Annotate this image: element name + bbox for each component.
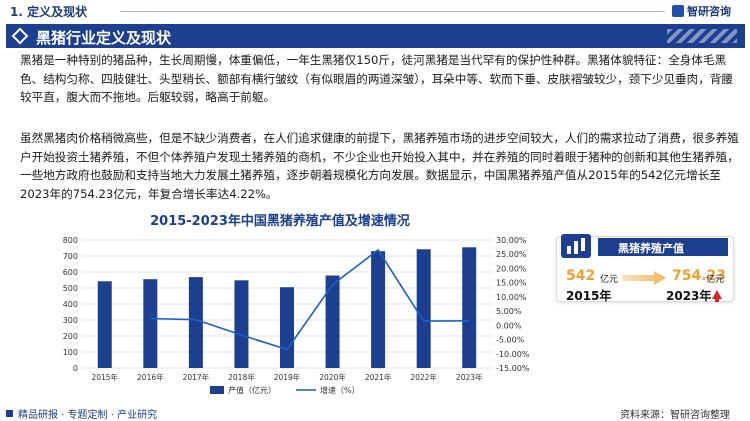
bar	[462, 247, 477, 368]
company-logo: 智研咨询	[672, 3, 731, 19]
growth-line	[150, 248, 470, 351]
y-right-tick-label: 10.00%	[496, 293, 527, 302]
bar	[234, 280, 249, 368]
y-left-tick-label: 0	[73, 364, 78, 373]
banner-title: 黑猪行业定义及现状	[36, 29, 172, 47]
x-tick-label: 2015年	[91, 372, 118, 382]
start-value: 542	[566, 268, 596, 284]
x-tick-label: 2022年	[410, 372, 437, 382]
bar	[416, 249, 431, 368]
x-tick-label: 2020年	[319, 372, 346, 382]
x-tick-label: 2021年	[365, 372, 392, 382]
bar	[371, 251, 386, 368]
footer-tagline: 精品研报 · 专题定制 · 产业研究	[18, 410, 158, 421]
y-right-tick-label: -15.00%	[496, 364, 530, 373]
end-value: 754.23	[672, 268, 727, 284]
x-tick-label: 2023年	[456, 372, 483, 382]
output-growth-chart: 0 100 200 300 400 500 600 700 800 -15.00% -10.00% -…	[63, 236, 530, 395]
stripe-decoration	[667, 29, 737, 43]
y-left-tick-label: 800	[63, 236, 78, 245]
growth-arrow-icon	[622, 271, 666, 285]
footer: 精品研报 · 专题定制 · 产业研究 资料来源：智研咨询整理	[0, 404, 750, 421]
end-year: 2023年	[666, 289, 712, 303]
logo-text: 智研咨询	[687, 5, 731, 18]
end-unit: 亿元	[706, 275, 725, 285]
bar	[188, 277, 203, 368]
bar	[280, 287, 294, 368]
x-tick-label: 2017年	[183, 372, 210, 382]
logo-icon	[672, 5, 684, 17]
y-right-tick-label: 5.00%	[496, 307, 522, 316]
divider	[120, 11, 665, 12]
summary-card-title: 黑猪养殖产值	[598, 238, 728, 256]
chart-title: 2015-2023年中国黑猪养殖产值及增速情况	[150, 214, 410, 229]
legend-bar-label: 产值（亿元）	[228, 385, 276, 395]
bar	[143, 279, 158, 368]
x-tick-label: 2016年	[137, 372, 164, 382]
footer-bullet-icon	[6, 410, 13, 417]
paragraph-status: 虽然黑猪肉价格稍微高些，但是不缺少消费者，在人们追求健康的前提下，黑猪养殖市场的…	[20, 131, 739, 201]
y-left-tick-label: 200	[63, 332, 78, 341]
bar-chart-icon	[561, 234, 591, 258]
legend-bar-swatch	[210, 386, 224, 394]
y-left-tick-label: 400	[63, 300, 78, 309]
top-bar: 1. 定义及现状 智研咨询	[0, 0, 750, 22]
bar	[325, 275, 340, 368]
y-right-tick-label: 0.00%	[496, 321, 522, 330]
start-unit: 亿元	[600, 275, 619, 285]
y-right-tick-label: -5.00%	[496, 336, 525, 345]
y-left-tick-label: 300	[63, 316, 78, 325]
y-left-tick-label: 700	[63, 252, 78, 261]
diamond-icon	[11, 27, 29, 45]
start-year: 2015年	[566, 289, 612, 303]
x-tick-label: 2018年	[228, 372, 255, 382]
y-right-tick-label: 15.00%	[496, 279, 527, 288]
bar	[97, 281, 112, 368]
y-left-tick-label: 100	[63, 348, 78, 357]
x-tick-label: 2019年	[274, 372, 301, 382]
section-banner: 黑猪行业定义及现状	[6, 24, 745, 48]
up-arrow-icon	[712, 290, 722, 302]
y-right-tick-label: 30.00%	[496, 236, 527, 245]
y-right-tick-label: -10.00%	[496, 350, 530, 359]
y-right-tick-label: 25.00%	[496, 250, 527, 259]
data-source: 资料来源：智研咨询整理	[620, 410, 730, 421]
y-left-tick-label: 600	[63, 268, 78, 277]
legend-line-label: 增速（%）	[320, 385, 360, 395]
y-right-tick-label: 20.00%	[496, 264, 527, 273]
paragraph-definition: 黑猪是一种特别的猪品种，生长周期慢，体重偏低，一年生黑猪仅150斤，徒河黑猪是当…	[20, 53, 734, 104]
section-heading: 1. 定义及现状	[10, 5, 88, 19]
y-left-tick-label: 500	[63, 284, 78, 293]
